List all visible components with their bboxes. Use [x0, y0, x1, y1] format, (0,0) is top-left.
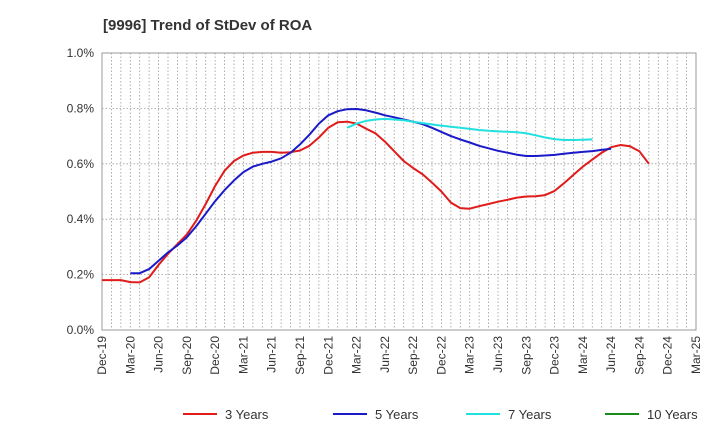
legend-label: 5 Years: [375, 407, 419, 422]
y-tick-label: 0.2%: [67, 268, 95, 282]
legend: 3 Years 5 Years 7 Years 10 Years: [183, 407, 698, 422]
legend-label: 7 Years: [508, 407, 552, 422]
x-tick-label: Dec-19: [95, 336, 109, 375]
x-tick-label: Mar-22: [350, 336, 364, 374]
x-tick-label: Sep-23: [519, 336, 533, 375]
x-tick-label: Jun-23: [491, 336, 505, 373]
x-tick-label: Dec-24: [661, 336, 675, 375]
series-line-7-years: [346, 117, 593, 141]
x-tick-label: Dec-21: [321, 336, 335, 375]
series-line-3-years: [102, 120, 650, 284]
x-tick-label: Jun-22: [378, 336, 392, 373]
y-axis-ticks: 0.0% 0.2% 0.4% 0.6% 0.8% 1.0%: [67, 46, 95, 337]
x-tick-label: Sep-21: [293, 336, 307, 375]
legend-label: 10 Years: [647, 407, 698, 422]
x-tick-label: Sep-20: [180, 336, 194, 375]
y-tick-label: 0.8%: [67, 101, 95, 115]
series-line-5-years: [130, 108, 612, 275]
x-tick-label: Sep-22: [406, 336, 420, 375]
grid: [102, 53, 696, 330]
series-lines: [102, 108, 650, 284]
y-tick-label: 0.6%: [67, 157, 95, 171]
x-tick-label: Mar-25: [689, 336, 703, 374]
x-tick-label: Dec-22: [434, 336, 448, 375]
x-tick-label: Jun-21: [265, 336, 279, 373]
x-tick-label: Mar-23: [463, 336, 477, 374]
y-tick-label: 0.4%: [67, 212, 95, 226]
x-tick-label: Mar-21: [236, 336, 250, 374]
x-tick-label: Jun-24: [604, 336, 618, 373]
legend-label: 3 Years: [225, 407, 269, 422]
plot-area: [101, 52, 697, 331]
chart-title: [9996] Trend of StDev of ROA: [103, 17, 312, 34]
y-tick-label: 0.0%: [67, 323, 95, 337]
x-tick-label: Mar-20: [123, 336, 137, 374]
x-tick-label: Dec-20: [208, 336, 222, 375]
x-tick-label: Dec-23: [548, 336, 562, 375]
x-tick-label: Jun-20: [152, 336, 166, 373]
x-tick-label: Sep-24: [632, 336, 646, 375]
x-tick-label: Mar-24: [576, 336, 590, 374]
x-axis-ticks: Dec-19 Mar-20 Jun-20 Sep-20 Dec-20 Mar-21 Jun-…: [95, 336, 703, 375]
y-tick-label: 1.0%: [67, 46, 95, 60]
